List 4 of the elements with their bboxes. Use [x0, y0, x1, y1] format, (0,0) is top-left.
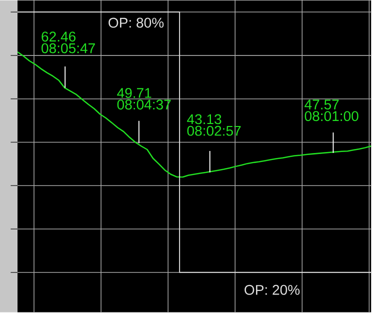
annotation: OP: 80% [108, 18, 164, 28]
annotation: 62.46 08:05:47 [42, 32, 95, 54]
annotation: 47.57 08:01:00 [304, 100, 358, 122]
text: OP: 20% [244, 285, 300, 296]
